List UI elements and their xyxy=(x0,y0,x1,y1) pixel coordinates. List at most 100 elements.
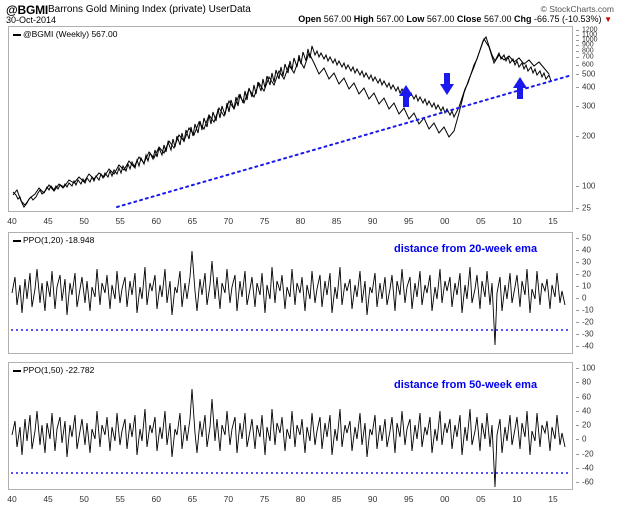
ppo20-y-tickmark xyxy=(576,346,579,347)
down-triangle-icon: ▼ xyxy=(604,15,612,24)
arrow-up-2008 xyxy=(513,77,527,99)
ppo50-y-tick: -20 xyxy=(582,449,594,458)
chg-value: -66.75 (-10.53%) xyxy=(534,14,602,24)
ppo20-y-tick: 0 xyxy=(582,293,587,303)
ppo20-y-tick: 50 xyxy=(582,233,591,243)
ppo20-y-tick: -10 xyxy=(582,305,594,315)
price-y-tick: 400 xyxy=(582,82,596,92)
arrow-down-1999 xyxy=(440,73,454,95)
x-axis-bottom-tick: 85 xyxy=(331,494,342,504)
price-y-tickmark xyxy=(576,136,579,137)
ppo50-y-tickmark xyxy=(576,382,579,384)
x-axis-top-tick: 90 xyxy=(367,216,378,226)
x-axis-bottom-tick: 60 xyxy=(151,494,161,504)
price-y-tickmark xyxy=(576,35,579,36)
price-series-detail xyxy=(12,37,550,206)
x-axis-bottom: 40 45 50 55 60 65 70 75 80 85 90 95 00 05 10 15 xyxy=(0,494,620,506)
price-y-tickmark xyxy=(576,57,579,58)
price-y-tickmark xyxy=(576,40,579,41)
price-y-tick: 100 xyxy=(582,181,596,191)
ohlc-quote-bar: Open 567.00 High 567.00 Low 567.00 Close… xyxy=(298,14,612,24)
ppo50-y-tickmark xyxy=(576,482,579,483)
ppo20-y-tick: -30 xyxy=(582,329,594,339)
ppo20-y-tickmark xyxy=(576,322,579,323)
price-y-tick: 600 xyxy=(582,61,594,69)
x-axis-bottom-tick: 75 xyxy=(259,494,270,504)
price-y-tickmark xyxy=(576,106,579,107)
x-axis-top-tick: 95 xyxy=(403,216,414,226)
x-axis-bottom-tick: 15 xyxy=(548,494,558,504)
ppo50-panel: PPO(1,50) -22.782 distance from 50-week … xyxy=(8,362,573,490)
x-axis-top-tick: 10 xyxy=(512,216,522,226)
ppo20-y-tickmark xyxy=(576,250,579,251)
ppo20-series-line xyxy=(11,250,566,346)
price-series-line xyxy=(12,35,552,208)
x-axis-top-tick: 85 xyxy=(331,216,342,226)
price-legend-text: @BGMI (Weekly) 567.00 xyxy=(23,29,118,39)
x-axis-top-tick: 60 xyxy=(151,216,161,226)
price-y-tickmark xyxy=(576,208,579,209)
price-y-tick: 800 xyxy=(582,47,594,55)
ppo20-annotation: distance from 20-week ema xyxy=(394,243,538,255)
ppo50-y-tick: 100 xyxy=(582,363,596,373)
x-axis-bottom-tick: 90 xyxy=(367,494,378,504)
x-axis-top-tick: 55 xyxy=(115,216,125,226)
price-y-tickmark xyxy=(576,30,579,31)
ppo50-y-tick: 60 xyxy=(582,392,591,401)
price-y-tick: 900 xyxy=(582,41,594,49)
high-label: High xyxy=(353,14,374,24)
ppo20-y-tick: -20 xyxy=(582,317,594,327)
x-axis-top-tick: 80 xyxy=(295,216,306,226)
x-axis-top: 40 45 50 55 60 65 70 75 80 85 90 95 00 05 10 15 xyxy=(0,216,620,228)
price-panel: @BGMI (Weekly) 567.00 xyxy=(8,26,573,212)
open-value: 567.00 xyxy=(323,14,352,24)
x-axis-top-tick: 40 xyxy=(7,216,17,226)
symbol-label: @BGMI xyxy=(6,3,49,17)
ppo50-swatch-icon xyxy=(13,369,21,372)
x-axis-top-tick: 15 xyxy=(548,216,558,226)
x-axis-bottom-tick: 40 xyxy=(7,494,17,504)
ppo20-y-axis: 50 40 30 20 10 0 -10 -20 -30 -40 xyxy=(576,232,620,354)
ppo20-swatch-icon xyxy=(13,239,21,242)
ppo50-y-tickmark xyxy=(576,368,579,369)
x-axis-bottom-tick: 00 xyxy=(440,494,450,504)
price-y-tickmark xyxy=(576,74,579,75)
x-axis-top-tick: 45 xyxy=(43,216,53,226)
ppo50-y-axis: 100 80 60 40 20 0 -20 -40 -60 xyxy=(576,362,620,490)
low-value: 567.00 xyxy=(426,14,455,24)
high-value: 567.00 xyxy=(376,14,404,24)
close-label: Close xyxy=(456,14,482,24)
ppo20-y-tickmark xyxy=(576,310,579,311)
ppo20-y-tickmark xyxy=(576,286,579,287)
ppo50-y-tick: -60 xyxy=(582,477,594,487)
x-axis-bottom-tick: 05 xyxy=(476,494,486,504)
ppo20-y-tick: 20 xyxy=(582,269,591,279)
ppo20-y-tick: 40 xyxy=(582,245,591,255)
price-y-tick: 200 xyxy=(582,131,596,141)
price-y-tickmark xyxy=(576,51,579,52)
ppo20-legend: PPO(1,20) -18.948 xyxy=(13,235,94,245)
ppo20-y-tickmark xyxy=(576,298,579,299)
ppo20-plot xyxy=(11,250,570,346)
price-y-tickmark xyxy=(576,45,579,46)
symbol-description: Barrons Gold Mining Index (private) User… xyxy=(48,4,251,15)
x-axis-bottom-tick: 50 xyxy=(79,494,89,504)
price-y-tick: 1100 xyxy=(582,31,598,39)
price-y-axis: 1200 1100 1000 900 800 700 600 500 400 300 200 100 2… xyxy=(576,26,620,213)
ppo50-y-tick: 0 xyxy=(582,434,587,444)
price-y-tick: 700 xyxy=(582,53,594,61)
x-axis-bottom-tick: 70 xyxy=(223,494,234,504)
x-axis-top-tick: 65 xyxy=(187,216,198,226)
ppo20-y-tickmark xyxy=(576,238,579,239)
price-plot xyxy=(12,35,572,208)
ppo50-y-tick: 20 xyxy=(582,420,591,430)
x-axis-bottom-tick: 80 xyxy=(295,494,306,504)
ppo50-plot xyxy=(11,388,570,488)
price-y-tickmark xyxy=(576,87,579,88)
ppo20-y-tick: 30 xyxy=(582,257,591,267)
price-y-tick: 1200 xyxy=(582,26,598,34)
ppo50-y-tickmark xyxy=(576,425,579,426)
ppo50-y-tickmark xyxy=(576,396,579,398)
ppo50-y-tickmark xyxy=(576,467,579,469)
